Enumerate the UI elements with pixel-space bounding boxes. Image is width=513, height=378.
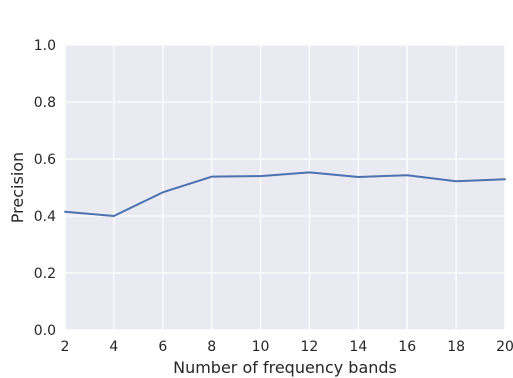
x-axis-label: Number of frequency bands [173, 358, 397, 377]
y-tick-label: 0.6 [34, 152, 56, 168]
x-tick-label: 8 [207, 339, 216, 355]
x-tick-label: 10 [252, 339, 270, 355]
y-axis-label: Precision [8, 152, 27, 223]
y-tick-label: 0.0 [34, 323, 56, 339]
x-tick-label: 12 [301, 339, 319, 355]
x-tick-label: 20 [496, 339, 513, 355]
x-tick-label: 6 [158, 339, 167, 355]
x-tick-label: 2 [61, 339, 70, 355]
x-tick-labels: 2 4 6 8 10 12 14 16 18 20 [61, 339, 513, 355]
plot-background [65, 45, 505, 330]
y-tick-label: 1.0 [34, 38, 56, 54]
x-tick-label: 14 [349, 339, 367, 355]
x-tick-label: 18 [447, 339, 465, 355]
grid-lines [64, 44, 506, 331]
x-tick-label: 4 [109, 339, 118, 355]
series-layer [64, 171, 506, 217]
y-tick-labels: 0.0 0.2 0.4 0.6 0.8 1.0 [34, 38, 56, 339]
series-line [64, 171, 506, 217]
y-tick-label: 0.8 [34, 95, 56, 111]
x-tick-label: 16 [398, 339, 416, 355]
y-tick-label: 0.4 [34, 209, 56, 225]
y-tick-label: 0.2 [34, 266, 56, 282]
